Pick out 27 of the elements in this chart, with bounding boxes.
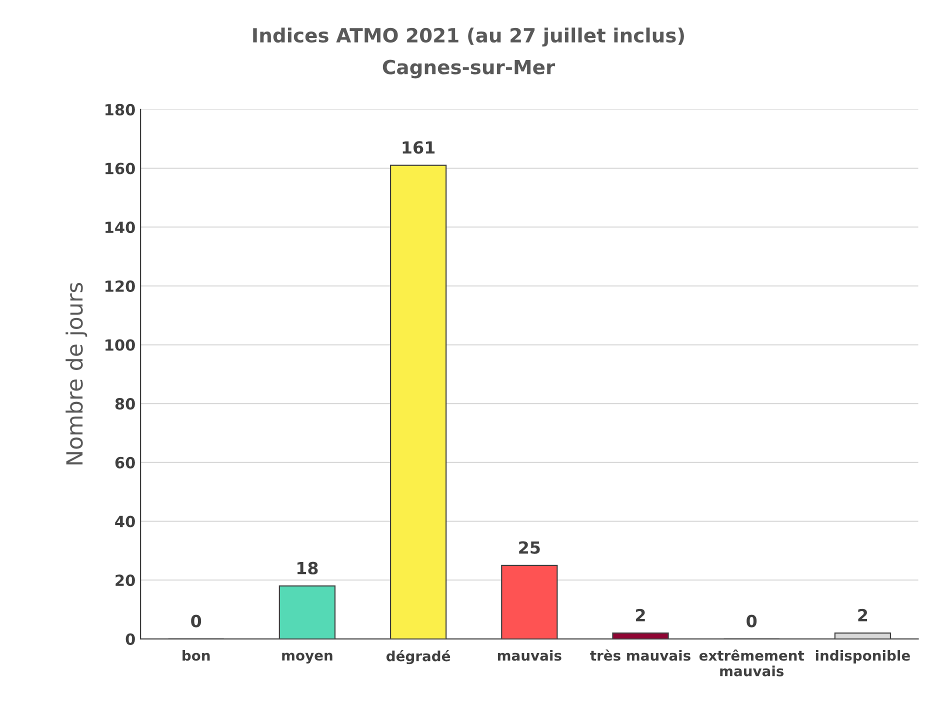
- data-label: 2: [636, 608, 645, 622]
- chart-title: Indices ATMO 2021 (au 27 juillet inclus): [253, 28, 684, 47]
- data-label: 161: [402, 141, 435, 154]
- y-tick-label: 60: [115, 456, 135, 468]
- y-tick-label: 180: [106, 104, 135, 116]
- x-tick-label: bon: [182, 650, 210, 661]
- data-label: 0: [746, 614, 757, 628]
- x-tick-label: extrêmement mauvais: [699, 649, 804, 676]
- data-label: 0: [191, 614, 202, 628]
- y-tick-label: 80: [115, 398, 135, 410]
- y-tick-label: 40: [115, 516, 135, 528]
- x-tick-label: mauvais: [498, 650, 562, 661]
- data-label: 25: [519, 541, 540, 554]
- x-tick-label: moyen: [282, 652, 332, 664]
- y-tick-label: 140: [106, 222, 135, 234]
- x-tick-label: dégradé: [386, 650, 450, 664]
- y-tick-label: 20: [116, 574, 135, 586]
- y-tick-label: 100: [106, 339, 135, 351]
- data-label: 18: [297, 562, 318, 574]
- data-label: 2: [858, 608, 868, 622]
- chart-subtitle: Cagnes-sur-Mer: [382, 60, 556, 78]
- y-tick-label: 120: [106, 280, 135, 292]
- y-tick-label: 0: [126, 633, 135, 645]
- x-tick-label: indisponible: [816, 650, 910, 664]
- x-tick-label: très mauvais: [590, 649, 690, 661]
- y-axis-title: Nombre de jours: [66, 282, 88, 464]
- y-tick-label: 160: [106, 162, 135, 174]
